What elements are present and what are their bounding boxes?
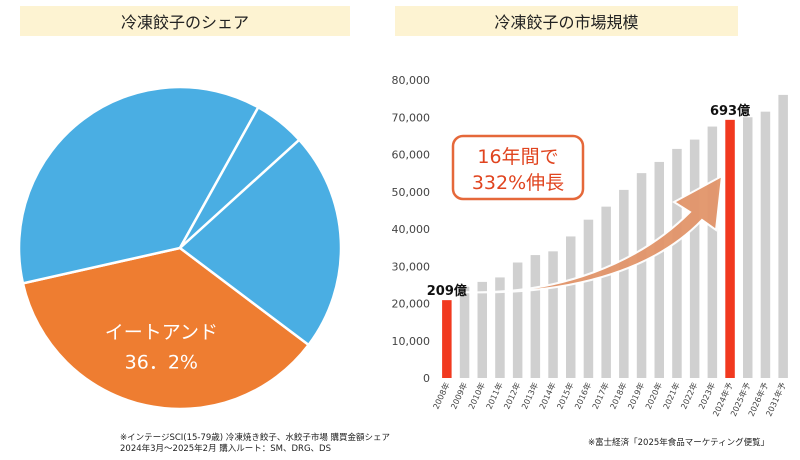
bar <box>778 95 788 378</box>
y-tick-label: 20,000 <box>392 298 431 311</box>
bar <box>655 162 665 378</box>
bar <box>566 236 576 378</box>
growth-callout-line1: 16年間で <box>477 146 558 168</box>
y-tick-label: 80,000 <box>392 74 431 87</box>
bar <box>531 255 541 378</box>
y-tick-label: 60,000 <box>392 149 431 162</box>
bar <box>708 127 718 378</box>
y-tick-label: 50,000 <box>392 186 431 199</box>
footnote-left: ※インテージSCI(15-79歳) 冷凍焼き餃子、水餃子市場 購買金額シェア 2… <box>120 433 390 455</box>
growth-callout: 16年間で 332%伸長 <box>453 136 583 199</box>
bar <box>690 140 700 378</box>
y-tick-label: 40,000 <box>392 223 431 236</box>
bar-data-label: 209億 <box>427 283 467 299</box>
bar <box>442 300 452 378</box>
bar <box>725 120 735 378</box>
bar <box>672 149 682 378</box>
bar <box>761 112 771 378</box>
bar <box>619 190 629 378</box>
y-tick-label: 0 <box>423 372 430 385</box>
bar <box>548 251 558 378</box>
bar <box>584 220 594 378</box>
bar <box>637 173 647 378</box>
bar <box>513 263 523 378</box>
footnote-left-line1: ※インテージSCI(15-79歳) 冷凍焼き餃子、水餃子市場 購買金額シェア <box>120 433 390 444</box>
bar <box>743 117 753 378</box>
y-tick-label: 10,000 <box>392 335 431 348</box>
footnote-left-line2: 2024年3月～2025年2月 購入ルート：SM、DRG、DS <box>120 444 390 455</box>
y-tick-label: 30,000 <box>392 260 431 273</box>
bar-data-label: 693億 <box>710 103 750 119</box>
bar <box>478 282 488 378</box>
bar <box>601 207 611 378</box>
footnote-right: ※富士経済「2025年食品マーケティング便覧」 <box>588 438 769 449</box>
growth-callout-line2: 332%伸長 <box>472 172 564 194</box>
y-tick-label: 70,000 <box>392 111 431 124</box>
bar <box>460 287 470 378</box>
